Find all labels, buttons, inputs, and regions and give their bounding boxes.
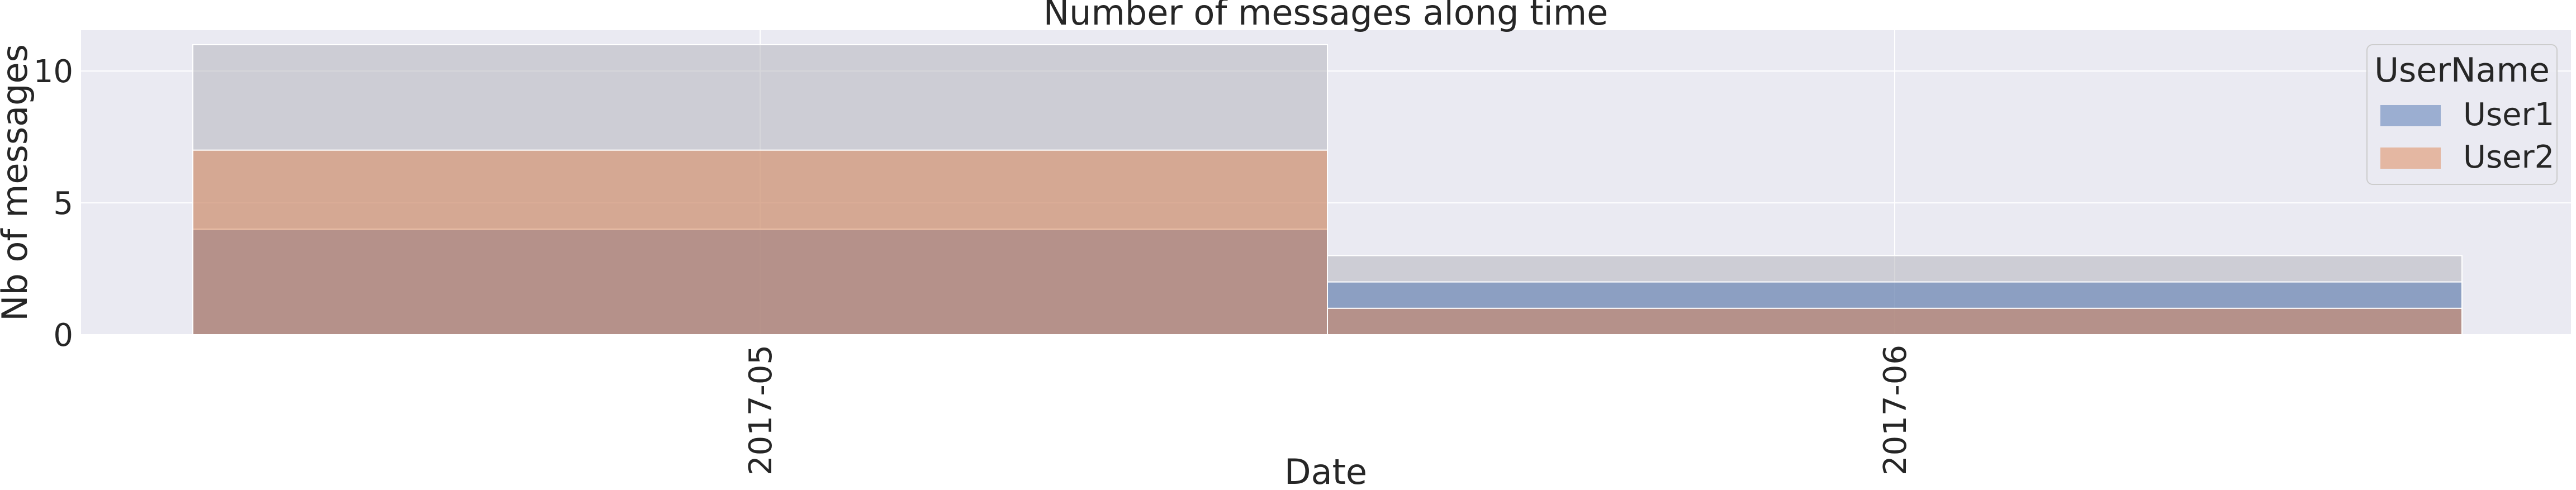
y-tick-label: 0: [53, 317, 73, 354]
legend-label-user1: User1: [2463, 97, 2554, 133]
bar-user2-2017-06: [1327, 307, 2463, 335]
y-axis: 0 5 10: [34, 54, 73, 354]
x-tick-label: 2017-05: [743, 345, 779, 475]
legend: UserName User1 User2: [2366, 44, 2558, 185]
y-axis-label: Nb of messages: [0, 44, 35, 321]
bar-user2-2017-05: [192, 149, 1328, 335]
legend-title: UserName: [2374, 51, 2550, 90]
legend-label-user2: User2: [2463, 139, 2554, 175]
y-tick-label: 10: [34, 54, 73, 90]
legend-swatch-user1: [2380, 105, 2441, 126]
x-tick-label: 2017-06: [1877, 345, 1914, 475]
x-axis-label: Date: [1284, 451, 1367, 490]
x-axis: 2017-05 2017-06: [743, 345, 1914, 475]
y-tick-label: 5: [53, 185, 73, 222]
legend-swatch-user2: [2380, 148, 2441, 169]
bars-layer: [192, 44, 2463, 336]
chart-title: Number of messages along time: [1043, 0, 1608, 33]
